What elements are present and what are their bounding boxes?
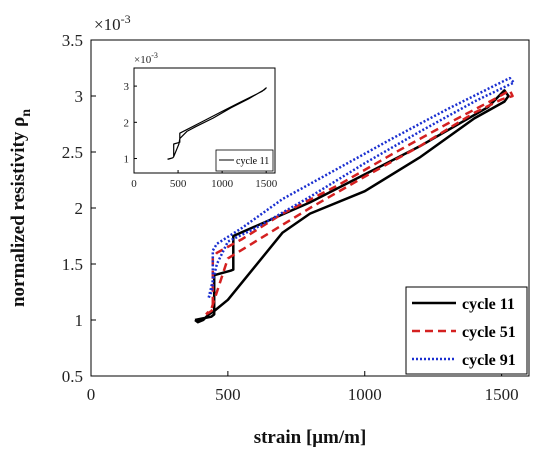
main-x-axis-label: strain [μm/m] — [254, 427, 367, 448]
main-x-tick-label: 1500 — [485, 385, 519, 404]
main-x-ticks: 0 500 1000 1500 — [87, 371, 519, 404]
inset-y-exponent: ×10-3 — [134, 51, 158, 66]
main-series-cycle-11 — [194, 89, 510, 324]
legend-label-cycle-11: cycle 11 — [462, 296, 515, 313]
inset-y-tick-label: 1 — [124, 154, 130, 166]
inset-legend: cycle 11 — [215, 149, 274, 172]
main-x-tick-label: 500 — [215, 385, 241, 404]
main-y-tick-label: 0.5 — [62, 367, 83, 386]
inset-x-ticks: 0 500 1000 1500 — [131, 170, 278, 190]
inset-y-tick-label: 3 — [124, 81, 130, 93]
main-y-tick-label: 3 — [75, 87, 84, 106]
inset-y-ticks: 1 2 3 — [124, 81, 137, 166]
main-plot: 0 500 1000 1500 0.511.522.533.5 ×10-3 strai… — [8, 12, 530, 448]
inset-series-cycle-11 — [167, 87, 267, 160]
main-x-tick-label: 1000 — [348, 385, 382, 404]
inset-legend-label-cycle-11: cycle 11 — [236, 156, 269, 167]
inset-x-tick-label: 500 — [170, 178, 187, 190]
main-x-tick-label: 0 — [87, 385, 96, 404]
inset-plot: 0 500 1000 1500 1 2 3 ×10-3 cycle 11 — [124, 51, 278, 190]
main-y-tick-label: 2 — [75, 199, 84, 218]
inset-x-tick-label: 0 — [131, 178, 137, 190]
inset-plot-frame — [133, 67, 276, 174]
main-y-axis-label: normalized resistivity ρn — [8, 109, 34, 307]
main-y-tick-label: 2.5 — [62, 143, 83, 162]
inset-x-tick-label: 1000 — [211, 178, 234, 190]
inset-legend-box — [215, 149, 274, 172]
main-y-tick-label: 1 — [75, 311, 84, 330]
inset-series-group — [167, 87, 267, 160]
main-series-cycle-91 — [207, 76, 516, 299]
legend-label-cycle-91: cycle 91 — [462, 352, 516, 369]
inset-y-tick-label: 2 — [124, 117, 130, 129]
main-y-tick-label: 3.5 — [62, 31, 83, 50]
main-series-group — [194, 76, 516, 324]
inset-x-tick-label: 1500 — [255, 178, 278, 190]
main-legend: cycle 11 cycle 51 cycle 91 — [405, 286, 528, 375]
main-y-exponent: ×10-3 — [94, 12, 131, 34]
main-y-tick-label: 1.5 — [62, 255, 83, 274]
legend-label-cycle-51: cycle 51 — [462, 324, 516, 341]
main-y-ticks: 0.5 1 1.5 2 2.5 3 3.5 — [62, 31, 96, 386]
